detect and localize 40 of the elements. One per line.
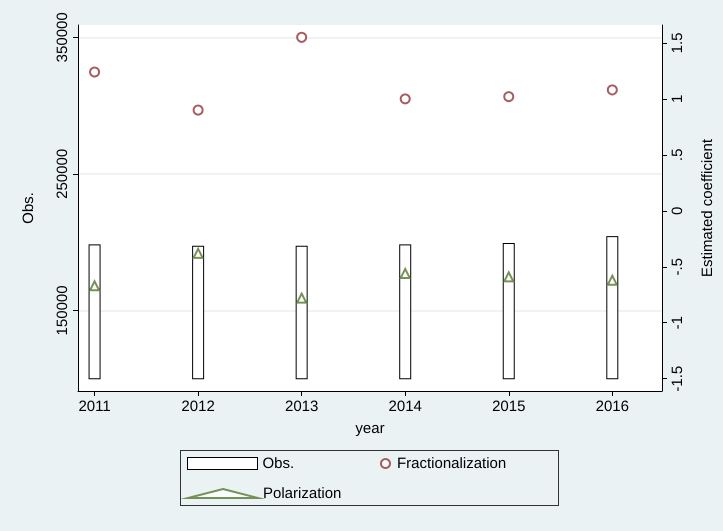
point — [89, 66, 100, 78]
y2-tick-label: 1.5 — [669, 32, 686, 54]
x-tick-label: 2011 — [78, 398, 111, 415]
x-tick-label: 2014 — [388, 398, 422, 415]
y2-tick-label: 1 — [669, 94, 686, 104]
point — [606, 274, 618, 286]
y2-axis-title: Estimated coefficient — [699, 138, 716, 278]
x-tick-label: 2013 — [284, 398, 318, 415]
point — [296, 32, 308, 43]
x-tick-label: 2016 — [596, 398, 629, 415]
legend-label: Polarization — [263, 485, 342, 502]
bar — [606, 236, 618, 380]
point — [89, 280, 100, 292]
bar — [502, 243, 515, 380]
y-axis-title: Obs. — [20, 192, 37, 224]
point — [503, 91, 514, 102]
point — [192, 248, 204, 259]
point — [400, 93, 411, 104]
x-tick-label: 2012 — [181, 398, 215, 415]
y2-tick-label: -1 — [669, 316, 686, 330]
point — [606, 84, 618, 96]
point — [296, 292, 308, 304]
legend-label: Fractionalization — [397, 455, 506, 472]
x-axis-title: year — [355, 420, 385, 437]
bar — [192, 246, 204, 380]
y2-tick-label: -.5 — [669, 258, 686, 276]
bar — [296, 246, 308, 380]
bar — [399, 244, 412, 380]
bar — [88, 244, 101, 380]
y-tick-label: 250000 — [54, 148, 71, 199]
y2-tick-label: .5 — [669, 148, 686, 162]
legend-label: Obs. — [262, 455, 294, 472]
y2-tick-label: 0 — [669, 206, 686, 215]
y-tick-label: 150000 — [54, 285, 71, 336]
point — [503, 271, 514, 282]
y-tick-label: 350000 — [54, 12, 71, 62]
point — [192, 104, 204, 116]
x-tick-label: 2015 — [492, 398, 526, 415]
y2-tick-label: -1.5 — [669, 366, 686, 392]
point — [400, 268, 411, 279]
